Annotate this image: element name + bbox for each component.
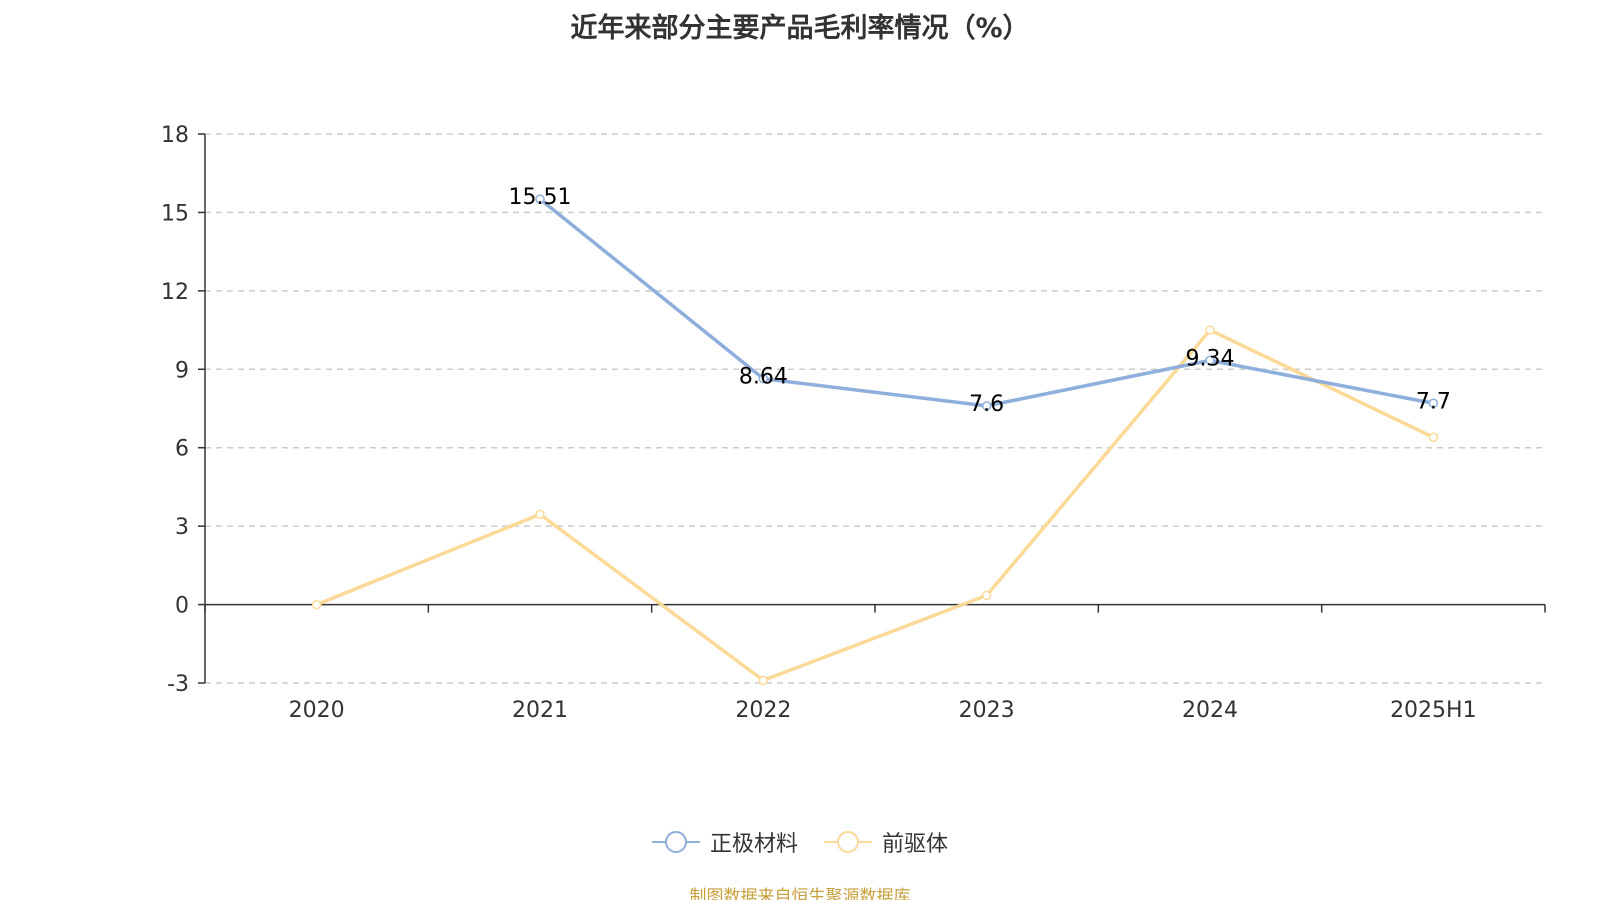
- y-tick-label: 9: [175, 358, 189, 383]
- data-point: [535, 509, 545, 520]
- x-tick-label: 2023: [959, 698, 1015, 723]
- data-label-layer: 15.51 8.64 7.6 9.34 7.7: [509, 185, 1451, 417]
- y-tick-label: 12: [161, 280, 189, 305]
- data-point: [1428, 398, 1439, 409]
- x-tick-label: 2024: [1182, 698, 1238, 723]
- legend-item-cathode[interactable]: 正极材料: [651, 826, 798, 858]
- data-point: [1205, 355, 1215, 366]
- x-tick-label: 2020: [289, 698, 345, 723]
- grid-layer: [205, 133, 1545, 684]
- data-label: 7.6: [969, 392, 1004, 417]
- data-label: 8.64: [739, 365, 788, 390]
- series-layer: [311, 194, 1439, 686]
- source-note: 制图数据来自恒生聚源数据库: [689, 887, 911, 900]
- legend-marker-precursor-icon: [824, 829, 872, 855]
- data-point: [1205, 325, 1215, 335]
- x-tick-label: 2022: [735, 698, 791, 723]
- y-tick-label: -3: [167, 672, 189, 697]
- data-point: [981, 401, 992, 411]
- data-point: [758, 373, 769, 384]
- y-tick-label: 0: [175, 594, 189, 619]
- x-tick-label: 2025H1: [1390, 698, 1477, 723]
- legend: 正极材料 前驱体: [0, 826, 1600, 858]
- series-line-1: [314, 328, 1436, 683]
- data-label: 15.51: [509, 185, 572, 210]
- data-label: 7.7: [1416, 389, 1451, 414]
- data-point: [311, 599, 322, 610]
- axis-layer: -3 0 3 6 9 12 15 18 2020 2021 2022 2023 2024 2025H1: [161, 123, 1546, 723]
- x-tick-label: 2021: [512, 698, 568, 723]
- legend-item-precursor[interactable]: 前驱体: [824, 826, 948, 858]
- legend-marker-cathode-icon: [651, 829, 700, 855]
- data-point: [758, 675, 769, 686]
- y-tick-label: 3: [175, 515, 189, 540]
- data-label: 9.34: [1186, 346, 1235, 371]
- y-tick-label: 15: [161, 201, 189, 226]
- data-point: [981, 590, 992, 601]
- chart-title: 近年来部分主要产品毛利率情况（%）: [570, 13, 1030, 44]
- data-point: [1428, 432, 1439, 443]
- y-tick-label: 18: [161, 123, 189, 148]
- legend-label-cathode: 正极材料: [709, 832, 798, 857]
- legend-label-precursor: 前驱体: [882, 832, 949, 857]
- data-point: [535, 194, 545, 204]
- y-tick-label: 6: [175, 437, 189, 462]
